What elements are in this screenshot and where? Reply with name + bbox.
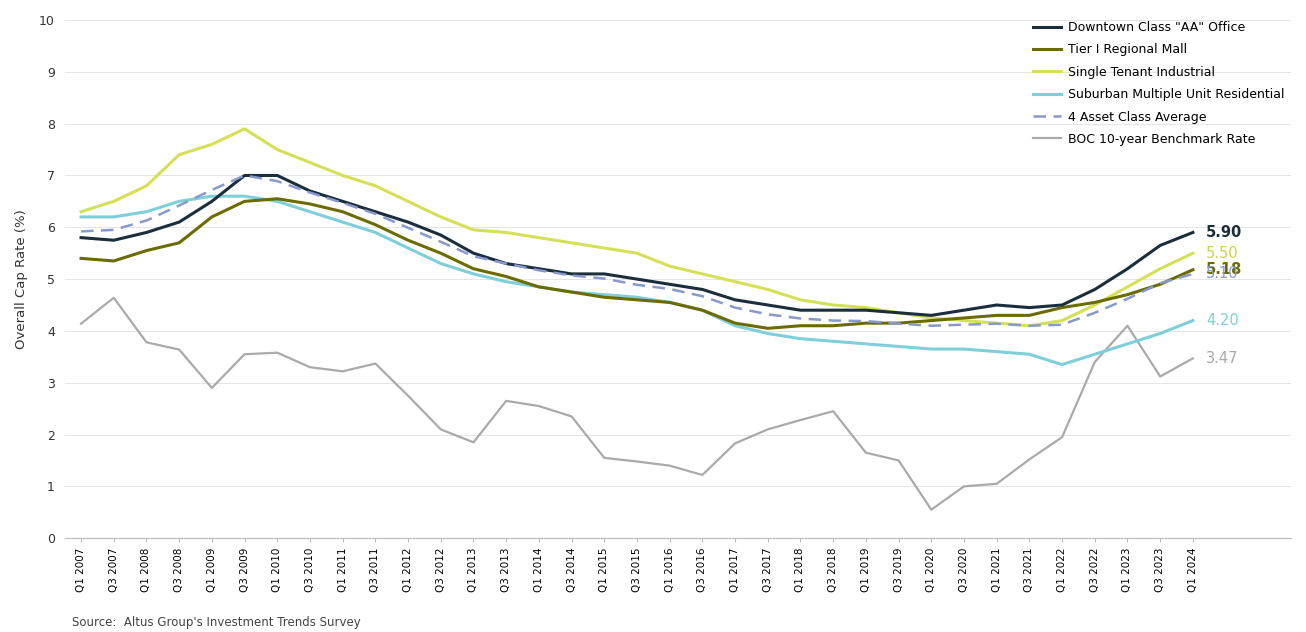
Text: 5.50: 5.50: [1205, 246, 1238, 260]
Text: 5.90: 5.90: [1205, 225, 1242, 240]
Text: 3.47: 3.47: [1205, 351, 1238, 366]
Text: 5.18: 5.18: [1205, 262, 1242, 277]
Text: 5.10: 5.10: [1205, 267, 1238, 281]
Text: 4.20: 4.20: [1205, 313, 1238, 328]
Text: Source:  Altus Group's Investment Trends Survey: Source: Altus Group's Investment Trends …: [72, 616, 360, 629]
Legend: Downtown Class "AA" Office, Tier I Regional Mall, Single Tenant Industrial, Subu: Downtown Class "AA" Office, Tier I Regio…: [1033, 21, 1285, 146]
Y-axis label: Overall Cap Rate (%): Overall Cap Rate (%): [14, 209, 27, 349]
